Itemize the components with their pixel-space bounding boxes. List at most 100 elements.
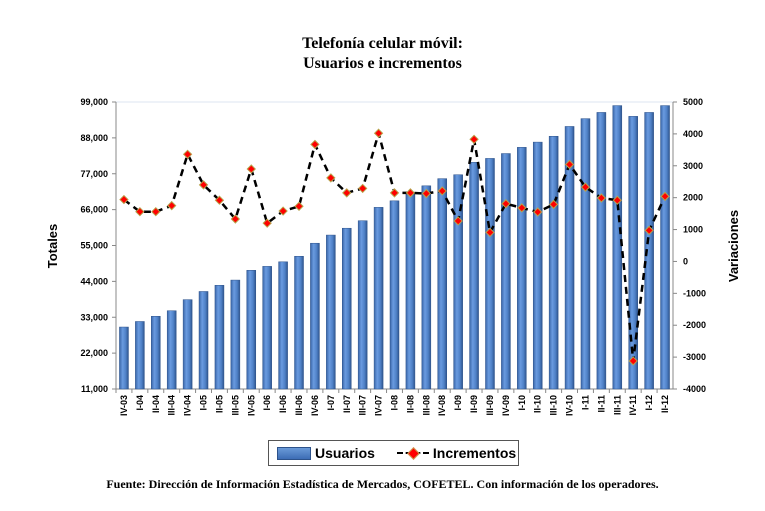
right-tick-label: 5000 bbox=[683, 97, 703, 107]
marker-incrementos bbox=[373, 128, 384, 138]
x-tick-label: III-05 bbox=[230, 395, 240, 416]
x-tick-label: I-05 bbox=[199, 395, 209, 411]
marker-incrementos bbox=[421, 188, 432, 199]
bar-usuarios bbox=[294, 256, 304, 390]
marker-incrementos bbox=[628, 356, 638, 366]
bar-usuarios bbox=[660, 105, 670, 390]
bar-usuarios bbox=[246, 270, 257, 390]
marker-incrementos bbox=[405, 188, 416, 198]
marker-incrementos bbox=[214, 195, 225, 205]
marker-incrementos bbox=[469, 134, 479, 145]
bar-usuarios bbox=[262, 266, 272, 390]
left-tick-label: 44,000 bbox=[80, 276, 108, 286]
x-tick-label: II-11 bbox=[596, 395, 606, 413]
right-tick-label: -3000 bbox=[683, 352, 706, 362]
marker-incrementos bbox=[119, 194, 129, 205]
bar-usuarios bbox=[405, 192, 416, 390]
marker-incrementos bbox=[389, 188, 400, 198]
x-tick-label: I-04 bbox=[135, 395, 145, 411]
marker-incrementos bbox=[182, 149, 193, 160]
bar-usuarios bbox=[517, 147, 527, 390]
bar-usuarios bbox=[182, 299, 193, 390]
bar-usuarios bbox=[596, 112, 607, 390]
marker-incrementos bbox=[357, 183, 368, 194]
bar-usuarios bbox=[501, 153, 511, 390]
x-tick-label: II-06 bbox=[278, 395, 288, 413]
x-tick-label: III-11 bbox=[612, 395, 622, 415]
x-tick-label: I-06 bbox=[262, 395, 272, 411]
left-tick-label: 55,000 bbox=[80, 241, 108, 251]
legend-label-incrementos: Incrementos bbox=[432, 445, 517, 461]
bar-usuarios bbox=[580, 118, 591, 390]
x-tick-label: I-08 bbox=[390, 395, 400, 411]
x-tick-label: II-08 bbox=[405, 395, 415, 413]
right-tick-label: 4000 bbox=[683, 129, 703, 139]
marker-incrementos bbox=[326, 173, 336, 183]
x-tick-label: II-07 bbox=[342, 395, 352, 413]
bar-usuarios bbox=[214, 285, 225, 390]
x-tick-label: III-07 bbox=[358, 395, 368, 416]
x-tick-label: I-09 bbox=[453, 395, 463, 411]
bar-usuarios bbox=[198, 291, 209, 390]
x-tick-label: III-04 bbox=[167, 395, 177, 416]
right-tick-label: 2000 bbox=[683, 193, 703, 203]
marker-incrementos bbox=[548, 199, 559, 210]
x-tick-label: III-10 bbox=[549, 395, 559, 416]
marker-incrementos bbox=[135, 206, 145, 217]
x-tick-label: II-09 bbox=[469, 395, 479, 413]
bar-usuarios bbox=[166, 310, 177, 390]
chart-title: Telefonía celular móvil: bbox=[302, 35, 463, 52]
bar-usuarios bbox=[532, 141, 543, 390]
legend: Usuarios Incrementos bbox=[268, 440, 519, 466]
legend-swatch-usuarios bbox=[277, 446, 311, 460]
y-axis-title: Totales bbox=[45, 224, 60, 269]
left-tick-label: 11,000 bbox=[81, 384, 108, 394]
bar-usuarios bbox=[230, 279, 241, 390]
right-tick-label: 1000 bbox=[683, 225, 703, 235]
bar-usuarios bbox=[612, 105, 623, 390]
bar-usuarios bbox=[310, 242, 320, 390]
bar-usuarios bbox=[548, 135, 559, 390]
source-footnote: Fuente: Dirección de Información Estadís… bbox=[106, 477, 659, 491]
right-tick-label: -4000 bbox=[683, 384, 706, 394]
legend-line-incrementos bbox=[396, 447, 429, 460]
bar-usuarios bbox=[437, 178, 447, 390]
bar-usuarios bbox=[469, 162, 479, 390]
x-tick-label: IV-08 bbox=[437, 395, 447, 416]
x-tick-label: I-11 bbox=[580, 395, 590, 410]
x-tick-label: III-06 bbox=[294, 395, 304, 416]
x-tick-label: II-05 bbox=[214, 395, 224, 413]
marker-incrementos bbox=[198, 180, 209, 190]
bar-usuarios bbox=[151, 316, 161, 390]
x-tick-label: I-10 bbox=[517, 395, 527, 411]
right-tick-label: 3000 bbox=[683, 161, 703, 171]
marker-incrementos bbox=[278, 206, 288, 216]
x-tick-label: II-10 bbox=[533, 395, 543, 413]
right-tick-label: 0 bbox=[683, 256, 688, 266]
bar-usuarios bbox=[453, 174, 463, 390]
y2-axis-title: Variaciones bbox=[726, 210, 741, 282]
x-tick-label: III-08 bbox=[421, 395, 431, 416]
right-tick-label: -2000 bbox=[683, 320, 706, 330]
right-tick-label: -1000 bbox=[683, 288, 706, 298]
left-tick-label: 33,000 bbox=[80, 312, 108, 322]
bar-usuarios bbox=[421, 185, 432, 390]
bar-usuarios bbox=[342, 227, 352, 390]
marker-incrementos bbox=[501, 199, 511, 209]
marker-incrementos bbox=[310, 139, 320, 150]
marker-incrementos bbox=[533, 207, 543, 217]
marker-incrementos bbox=[342, 188, 352, 198]
marker-incrementos bbox=[262, 218, 272, 228]
x-tick-label: IV-10 bbox=[565, 395, 575, 416]
bar-usuarios bbox=[119, 326, 129, 390]
bar-usuarios bbox=[373, 207, 384, 390]
marker-incrementos bbox=[453, 216, 463, 226]
x-tick-label: IV-05 bbox=[246, 395, 256, 416]
plot-area: 11,000 22,000 33,000 44,000 55,000 66,000 77,0… bbox=[45, 97, 741, 416]
marker-incrementos bbox=[485, 227, 495, 238]
marker-incrementos bbox=[660, 191, 670, 202]
marker-incrementos bbox=[612, 195, 623, 205]
marker-incrementos bbox=[230, 214, 241, 224]
marker-incrementos bbox=[564, 159, 575, 170]
diamond-marker-icon bbox=[407, 447, 420, 460]
